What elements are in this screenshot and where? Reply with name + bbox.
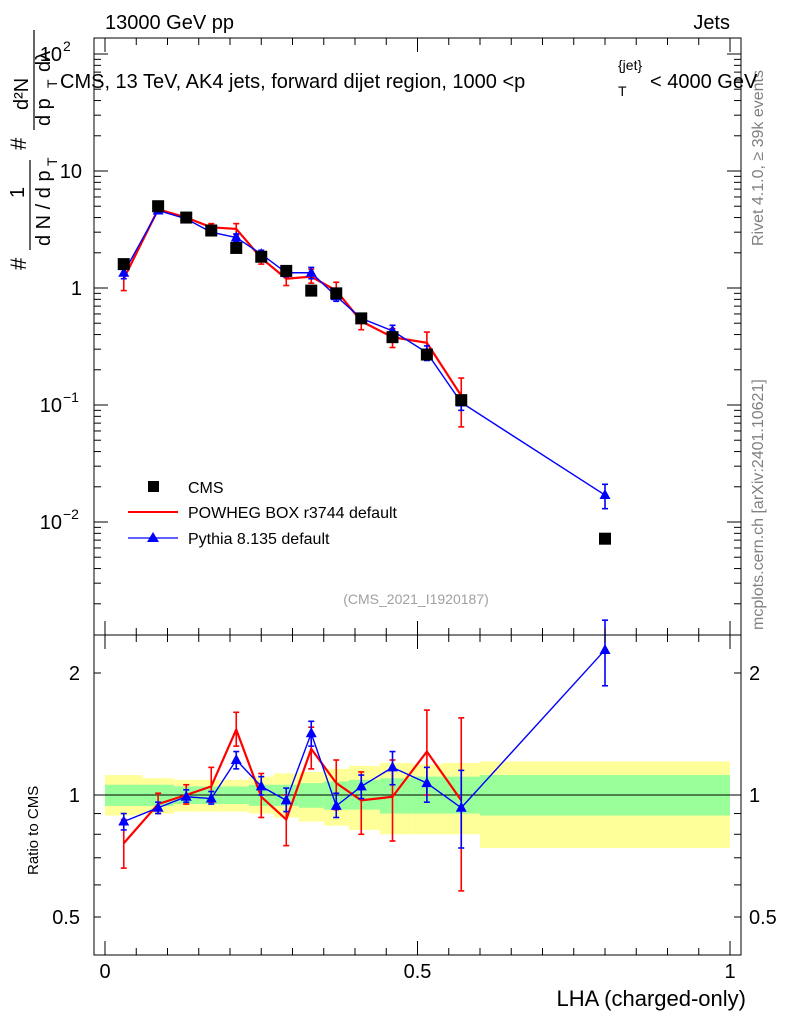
title-main: CMS, 13 TeV, AK4 jets, forward dijet reg… [60, 71, 525, 93]
ylabel-sub-1: T [44, 157, 60, 166]
ylabel-sub-2: T [44, 79, 60, 88]
main-pythia-line [123, 209, 606, 496]
xtick-label-2: 1 [724, 961, 735, 983]
main-cms-point-7 [305, 284, 318, 297]
ytick-ratio-label-l-1: 1 [69, 785, 80, 807]
main-cms-point-5 [255, 250, 268, 263]
ratio-pythia-point-6 [280, 794, 292, 805]
ratio-pythia-point-10 [387, 761, 398, 772]
ratio-pythia-point-5 [255, 780, 267, 791]
ytick-main-label-4: 10 [40, 44, 62, 66]
ytick-main-exp-1: −1 [63, 389, 79, 405]
legend-marker-pythia [147, 532, 159, 542]
ylabel-den-1: d N / d p [33, 170, 55, 246]
legend-label-pythia: Pythia 8.135 default [188, 531, 330, 548]
ylabel-hash-2: # [6, 137, 31, 150]
ytick-main-exp-0: −2 [63, 506, 79, 522]
ytick-main-label-1: 10 [40, 395, 62, 417]
legend-label-powheg: POWHEG BOX r3744 default [188, 505, 398, 522]
ratio-pythia-point-8 [330, 799, 342, 810]
main-cms-point-6 [280, 264, 293, 277]
xtick-label-1: 0.5 [404, 961, 432, 983]
main-pythia-point-13 [599, 489, 611, 500]
plot-title: CMS, 13 TeV, AK4 jets, forward dijet reg… [60, 57, 758, 99]
ratio-pythia-point-11 [421, 777, 433, 788]
ytick-main-label-3: 10 [60, 161, 82, 183]
legend: CMS POWHEG BOX r3744 default Pythia 8.13… [128, 480, 398, 548]
ytick-ratio-label-l-2: 2 [69, 663, 80, 685]
main-pythia-point-0 [118, 266, 130, 277]
ratio-pythia-point-3 [205, 792, 217, 803]
main-cms-point-1 [152, 200, 165, 213]
main-pythia-point-4 [230, 231, 242, 242]
ratio-pythia-point-0 [118, 815, 130, 826]
ytick-ratio-label-r-1: 1 [749, 785, 760, 807]
header-energy: 13000 GeV pp [105, 12, 234, 34]
ratio-pythia-point-7 [305, 727, 317, 738]
main-cms-point-11 [420, 348, 433, 361]
ratio-pythia-point-12 [455, 801, 467, 812]
main-cms-point-12 [455, 394, 468, 407]
ylabel-num-2: d²N [11, 78, 33, 110]
ratio-bands [94, 761, 741, 848]
main-cms-point-9 [355, 312, 368, 325]
mcplots-label: mcplots.cern.ch [arXiv:2401.10621] [750, 379, 767, 630]
ytick-ratio-label-r-0: 0.5 [749, 907, 777, 929]
ylabel-den-2b: dλ [33, 51, 55, 72]
ratio-pythia-point-1 [152, 801, 164, 812]
ratio-panel-marks [118, 619, 611, 892]
main-pythia-point-7 [305, 266, 317, 277]
ytick-main-label-0: 10 [40, 512, 62, 534]
ytick-ratio-label-r-2: 2 [749, 663, 760, 685]
ytick-main-exp-4: 2 [63, 38, 71, 54]
ytick-main-label-2: 1 [71, 278, 82, 300]
legend-marker-cms [148, 481, 159, 492]
main-cms-point-2 [180, 211, 193, 224]
analysis-id: (CMS_2021_I1920187) [343, 591, 489, 607]
ratio-pythia-point-9 [355, 780, 367, 791]
main-panel-marks [117, 200, 611, 545]
main-cms-point-4 [230, 241, 243, 254]
main-cms-point-13 [599, 532, 611, 545]
ratio-pythia-point-2 [180, 790, 192, 801]
header-jets: Jets [693, 12, 730, 34]
main-cms-point-8 [330, 287, 343, 300]
ratio-pythia-line [123, 649, 606, 823]
main-cms-point-0 [117, 258, 130, 271]
ylabel-den-2a: d p [33, 98, 55, 126]
ylabel-num-1: 1 [7, 187, 29, 198]
ratio-pythia-point-4 [230, 754, 242, 765]
main-cms-point-3 [205, 224, 218, 237]
ratio-pythia-point-13 [599, 643, 611, 654]
xtick-label-0: 0 [99, 961, 110, 983]
ytick-ratio-label-l-0: 0.5 [52, 907, 80, 929]
ratio-ylabel: Ratio to CMS [25, 786, 42, 875]
main-cms-point-10 [386, 331, 399, 344]
main-powheg-line [122, 208, 463, 397]
rivet-label: Rivet 4.1.0, ≥ 39k events [750, 70, 767, 246]
band-inner-10 [380, 778, 412, 814]
title-sub: T [618, 83, 627, 99]
ylabel-hash-1: # [6, 257, 31, 270]
main-ylabel: # 1 d N / d p T # d²N d p T dλ [6, 30, 60, 270]
title-sup: {jet} [618, 57, 642, 73]
xlabel: LHA (charged-only) [556, 986, 746, 1011]
legend-label-cms: CMS [188, 480, 224, 497]
title-tail: < 4000 GeV [650, 71, 758, 93]
